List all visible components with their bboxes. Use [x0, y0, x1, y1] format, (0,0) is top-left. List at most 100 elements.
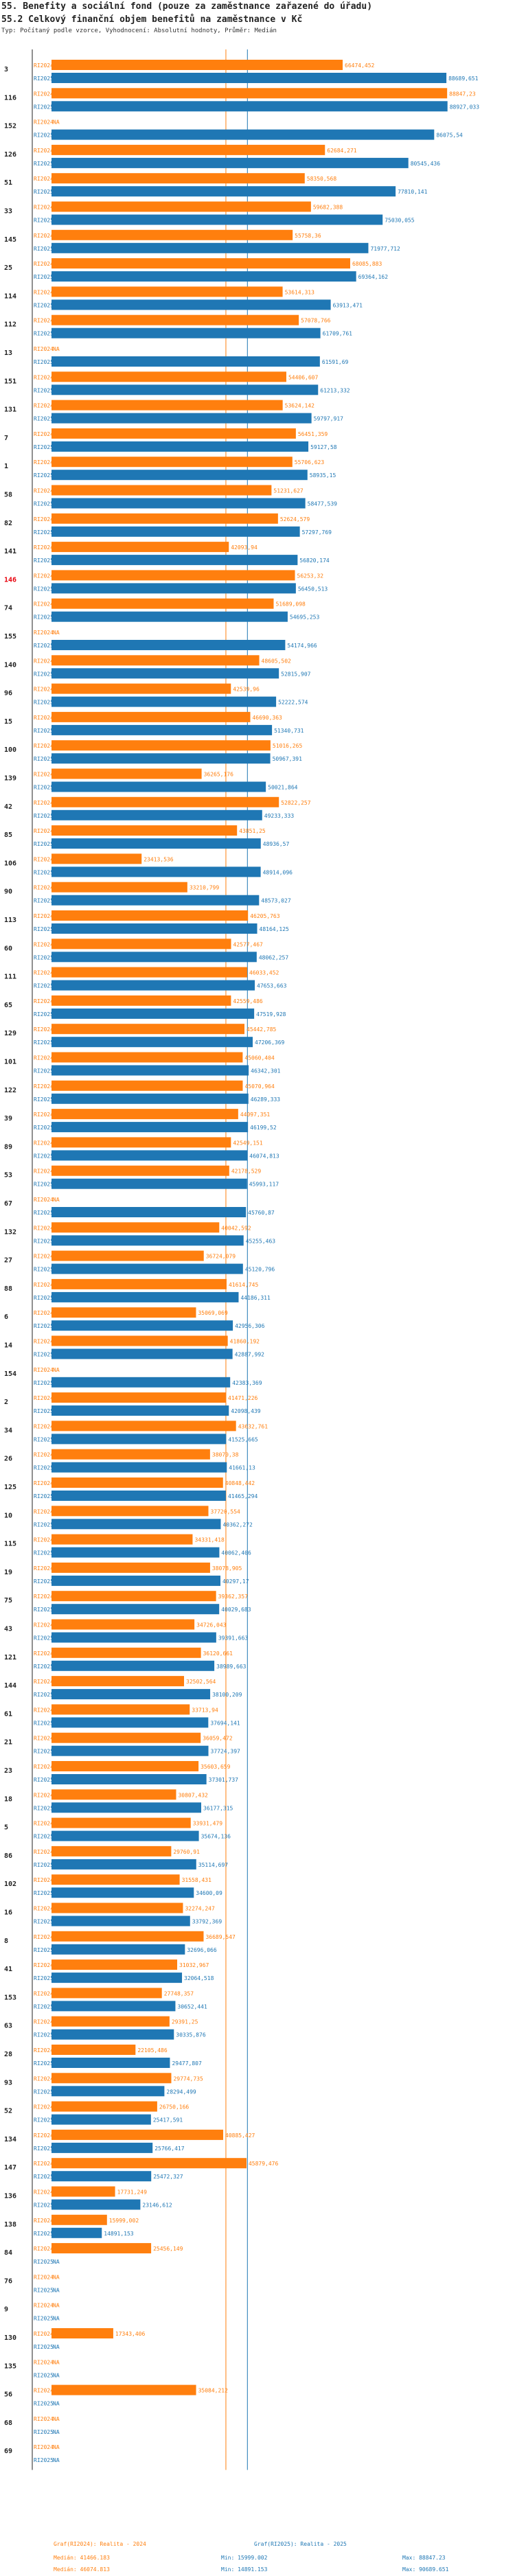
value-label-2025-84: NA [53, 2259, 60, 2265]
series-label-2024: RI2024 [34, 1821, 54, 1827]
bar-2024-145 [52, 229, 293, 240]
min-2025-label: Min: 14891.153 [221, 2566, 268, 2573]
series-label-2025: RI2025 [34, 643, 54, 649]
category-label-116: 116 [4, 94, 16, 102]
category-label-135: 135 [4, 2362, 16, 2370]
value-label-2025-151: 61213,332 [320, 387, 350, 393]
bar-2025-61 [52, 1717, 209, 1728]
value-label-2024-51: 58350,568 [307, 176, 337, 182]
bar-2024-1 [52, 457, 293, 468]
bar-2025-51 [52, 186, 396, 197]
bar-2024-84 [52, 2243, 152, 2254]
value-label-2024-8: 36689,547 [205, 1934, 236, 1940]
bar-2025-53 [52, 1178, 247, 1189]
bar-2024-15 [52, 711, 251, 722]
category-label-113: 113 [4, 917, 16, 924]
series-label-2025: RI2025 [34, 1862, 54, 1868]
value-label-2025-18: 36177,315 [203, 1805, 233, 1811]
series-label-2025: RI2025 [34, 1635, 54, 1642]
bar-2025-26 [52, 1462, 227, 1473]
bar-2024-132 [52, 1222, 220, 1233]
bar-2024-116 [52, 88, 448, 99]
series-label-2025: RI2025 [34, 1890, 54, 1896]
value-label-2025-13: 61591,69 [322, 359, 349, 365]
bar-2025-113 [52, 923, 258, 934]
value-label-2024-113: 46205,763 [250, 913, 280, 919]
category-label-7: 7 [4, 435, 8, 442]
value-label-2025-101: 46342,301 [251, 1068, 281, 1074]
series-label-2024: RI2024 [34, 2161, 54, 2167]
bar-2024-53 [52, 1165, 229, 1176]
value-label-2024-141: 42093,94 [231, 544, 258, 551]
bar-2025-132 [52, 1235, 244, 1246]
value-label-2024-28: 22105,486 [137, 2047, 168, 2054]
bar-2025-58 [52, 498, 306, 509]
series-label-2024: RI2024 [34, 2416, 54, 2422]
category-label-141: 141 [4, 548, 16, 555]
value-label-2024-82: 52624,579 [280, 516, 310, 522]
bar-2025-33 [52, 214, 383, 225]
value-label-2025-141: 56820,174 [299, 557, 330, 564]
value-label-2024-52: 26750,166 [159, 2104, 190, 2111]
series-label-2024: RI2024 [34, 1197, 54, 1203]
series-label-2025: RI2025 [34, 302, 54, 308]
max-2025-label: Max: 90689.651 [402, 2566, 449, 2573]
series-label-2025: RI2025 [34, 983, 54, 989]
category-label-111: 111 [4, 974, 16, 981]
value-label-2024-76: NA [53, 2274, 60, 2280]
series-label-2025: RI2025 [34, 728, 54, 734]
series-label-2024: RI2024 [34, 1565, 54, 1572]
series-label-2025: RI2025 [34, 161, 54, 167]
series-label-2025: RI2025 [34, 2231, 54, 2237]
value-label-2024-42: 52822,257 [281, 800, 311, 806]
category-label-76: 76 [4, 2277, 12, 2285]
value-label-2025-67: 45760,87 [248, 1210, 275, 1216]
category-label-41: 41 [4, 1966, 12, 1973]
category-label-147: 147 [4, 2164, 16, 2172]
bar-2024-88 [52, 1278, 227, 1289]
bar-2024-82 [52, 513, 278, 524]
value-label-2024-116: 88847,23 [449, 91, 476, 97]
series-label-2024: RI2024 [34, 1622, 54, 1629]
series-label-2025: RI2025 [34, 189, 54, 195]
series-label-2024: RI2024 [34, 2303, 54, 2309]
value-label-2024-129: 45442,785 [247, 1026, 277, 1033]
bar-2024-139 [52, 768, 202, 779]
bar-2025-82 [52, 526, 300, 537]
series-label-2024: RI2024 [34, 573, 54, 579]
category-label-153: 153 [4, 1994, 16, 2001]
bar-2024-28 [52, 2045, 136, 2055]
series-label-2024: RI2024 [34, 1367, 54, 1373]
value-label-2025-132: 45255,463 [246, 1238, 276, 1244]
series-label-2024: RI2024 [34, 1282, 54, 1288]
bar-2025-63 [52, 2029, 174, 2040]
series-label-2024: RI2024 [34, 2019, 54, 2025]
category-label-85: 85 [4, 831, 12, 839]
value-label-2025-65: 47519,928 [256, 1011, 286, 1017]
bar-2024-146 [52, 570, 295, 581]
value-label-2024-147: 45879,476 [249, 2161, 279, 2167]
series-label-2024: RI2024 [34, 743, 54, 749]
series-label-2025: RI2025 [34, 2372, 54, 2378]
value-label-2025-69: NA [53, 2457, 60, 2463]
value-label-2024-61: 33713,94 [192, 1707, 218, 1713]
series-label-2024: RI2024 [34, 2218, 54, 2224]
bar-2024-19 [52, 1562, 210, 1573]
chart-caption: Typ: Počítaný podle vzorce, Vyhodnocení:… [1, 27, 277, 34]
category-label-140: 140 [4, 661, 16, 669]
category-label-93: 93 [4, 2079, 12, 2086]
value-label-2024-111: 46033,452 [249, 970, 279, 976]
bar-2025-96 [52, 696, 277, 707]
series-label-2025: RI2025 [34, 954, 54, 961]
bar-2024-100 [52, 740, 271, 751]
series-label-2025: RI2025 [34, 756, 54, 762]
category-label-122: 122 [4, 1087, 16, 1094]
value-label-2024-65: 42559,486 [233, 998, 263, 1004]
value-label-2025-75: 40029,683 [221, 1607, 251, 1613]
value-label-2025-60: 48062,257 [259, 954, 289, 961]
series-label-2025: RI2025 [34, 841, 54, 847]
category-label-115: 115 [4, 1541, 16, 1548]
series-label-2024: RI2024 [34, 2331, 54, 2337]
series-label-2024: RI2024 [34, 488, 54, 494]
series-label-2024: RI2024 [34, 1169, 54, 1175]
